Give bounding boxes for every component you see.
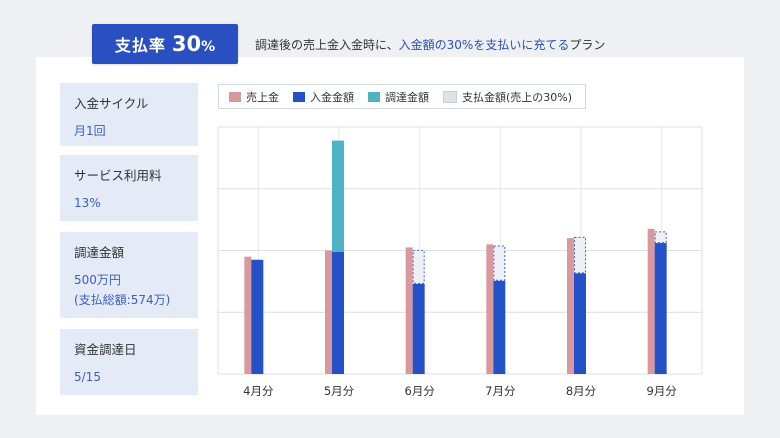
legend-item-funding: 調達金額 <box>368 89 429 105</box>
x-tick-label: 6月分 <box>405 384 436 398</box>
bar-payment <box>412 249 425 284</box>
legend-swatch <box>293 91 305 102</box>
info-card-value: 13% <box>74 196 101 210</box>
info-card-value: 500万円 (支払総額:574万) <box>74 270 184 310</box>
info-card-value: 月1回 <box>74 124 106 138</box>
plan-description: 調達後の売上金入金時に、入金額の30%を支払いに充てるプラン <box>255 36 605 53</box>
bar-payment <box>654 231 667 244</box>
desc-highlight: 入金額の30%を支払いに充てる <box>398 38 570 52</box>
badge-label: 支払率 <box>114 36 166 55</box>
bar-sales <box>244 256 252 374</box>
x-tick-label: 5月分 <box>324 384 355 398</box>
bar-deposit <box>654 243 667 374</box>
legend-label: 支払金額(売上の30%) <box>462 90 573 104</box>
bar-deposit <box>412 283 425 374</box>
bar-payment <box>574 236 586 274</box>
bar-sales <box>647 228 655 374</box>
legend-label: 売上金 <box>246 90 279 104</box>
chart-legend: 売上金 入金金額 調達金額 支払金額(売上の30%) <box>218 84 586 109</box>
info-card-funding-date: 資金調達日 5/15 <box>60 329 198 395</box>
legend-item-payment: 支払金額(売上の30%) <box>443 89 572 105</box>
bar-deposit <box>251 259 264 374</box>
info-card-label: サービス利用料 <box>74 168 162 183</box>
info-card-label: 調達金額 <box>74 245 125 260</box>
legend-swatch <box>443 90 457 103</box>
desc-prefix: 調達後の売上金入金時に、 <box>255 38 399 52</box>
legend-label: 入金金額 <box>310 90 354 104</box>
bar-funding <box>332 140 344 252</box>
info-card-label: 資金調達日 <box>74 342 137 357</box>
legend-label: 調達金額 <box>385 90 429 104</box>
info-card-deposit-cycle: 入金サイクル 月1回 <box>60 83 198 146</box>
legend-item-deposit: 入金金額 <box>293 89 354 105</box>
badge-value: 30 <box>171 32 202 56</box>
badge-value-wrap: 30% <box>172 32 215 56</box>
bar-sales <box>405 247 413 374</box>
bar-deposit <box>332 251 344 374</box>
info-card-value-sub: (支払総額:574万) <box>74 293 171 307</box>
info-card-label: 入金サイクル <box>74 96 149 111</box>
info-card-funding-amount: 調達金額 500万円 (支払総額:574万) <box>60 232 198 318</box>
bar-sales <box>486 244 494 374</box>
bar-payment <box>493 245 506 281</box>
bar-deposit <box>574 273 586 374</box>
x-tick-label: 8月分 <box>566 384 597 398</box>
bar-sales <box>325 250 332 374</box>
payment-rate-badge: 支払率 30% <box>92 24 238 64</box>
legend-swatch <box>368 91 380 102</box>
badge-unit: % <box>201 39 216 55</box>
info-card-value: 5/15 <box>74 370 101 384</box>
bar-chart: 4月分 5月分 6月分 7月分 8月分 9月分 <box>217 126 703 398</box>
info-card-service-fee: サービス利用料 13% <box>60 155 198 221</box>
legend-swatch <box>229 91 241 102</box>
legend-item-sales: 売上金 <box>229 89 279 105</box>
desc-suffix: プラン <box>569 38 606 52</box>
bar-sales <box>567 238 574 374</box>
x-tick-label: 9月分 <box>647 384 678 398</box>
x-tick-label: 4月分 <box>243 384 274 398</box>
info-card-value-main: 500万円 <box>74 273 121 287</box>
x-tick-label: 7月分 <box>485 384 516 398</box>
bar-deposit <box>493 280 506 374</box>
